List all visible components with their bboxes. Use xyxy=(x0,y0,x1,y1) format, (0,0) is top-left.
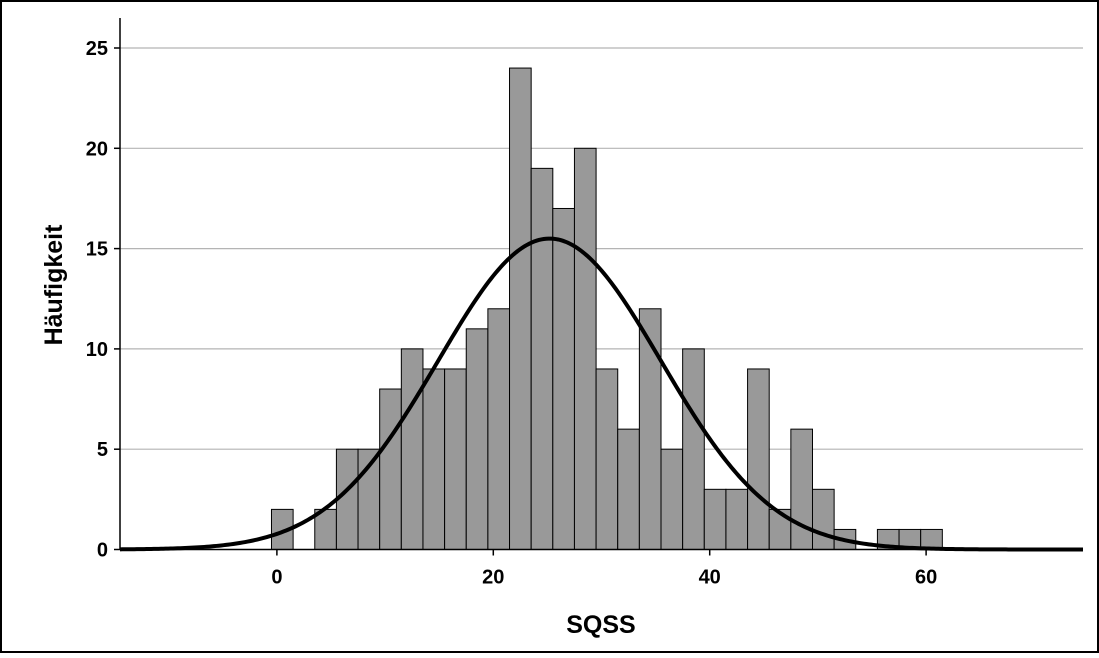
x-tick-label: 40 xyxy=(699,567,721,589)
y-axis-title: Häufigkeit xyxy=(40,224,68,346)
histogram-bar xyxy=(465,328,489,550)
y-tick-label: 0 xyxy=(97,540,108,562)
y-tick-label: 20 xyxy=(86,138,108,160)
histogram-bar xyxy=(487,308,511,550)
histogram-bar xyxy=(552,207,575,550)
y-tick-label: 25 xyxy=(86,38,108,60)
x-tick-label: 60 xyxy=(915,567,937,589)
histogram-bar xyxy=(747,368,770,550)
histogram-bar xyxy=(725,488,749,551)
bars xyxy=(270,67,943,551)
gridlines xyxy=(120,47,1083,450)
x-tick-label: 0 xyxy=(271,567,282,589)
x-tick-label: 20 xyxy=(482,567,504,589)
y-tick-label: 10 xyxy=(86,339,108,361)
histogram-bar xyxy=(660,448,684,551)
histogram-bar xyxy=(444,368,467,550)
histogram-bar xyxy=(530,167,554,551)
y-tick-label: 15 xyxy=(86,239,108,261)
histogram-bar xyxy=(617,428,640,551)
histogram-bar xyxy=(682,348,705,550)
histogram-bar xyxy=(595,368,619,550)
histogram-bar xyxy=(811,488,835,551)
histogram-bar xyxy=(379,388,402,550)
y-axis-ticks: 0 5 10 15 20 25 xyxy=(86,38,120,562)
histogram-bar xyxy=(573,147,597,551)
histogram-bar xyxy=(422,368,446,550)
histogram-bar xyxy=(703,488,727,551)
histogram-bar xyxy=(790,428,813,551)
histogram-bar xyxy=(509,67,532,550)
y-tick-label: 5 xyxy=(97,439,108,461)
x-axis-ticks: 0 20 40 60 xyxy=(271,549,937,589)
normal-curve xyxy=(119,236,1083,552)
x-axis-title: SQSS xyxy=(566,611,635,639)
histogram-bar xyxy=(400,348,424,550)
